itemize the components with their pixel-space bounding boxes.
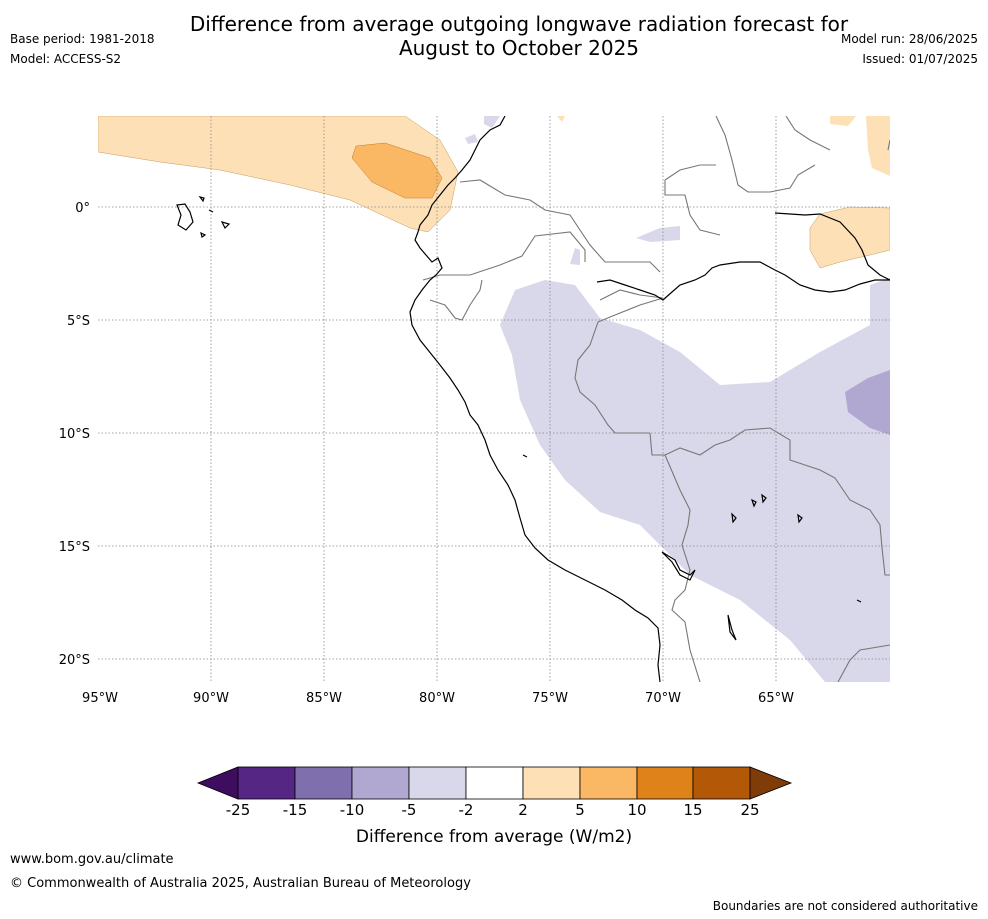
colorbar-bin xyxy=(636,766,694,800)
colorbar-bin xyxy=(522,766,581,800)
model-name: Model: ACCESS-S2 xyxy=(10,52,122,66)
anomaly-area-neg-patch-2 xyxy=(570,248,580,265)
map-panel xyxy=(98,116,890,682)
colorbar-bin xyxy=(408,766,467,800)
lat-labels: 0° 5°S 10°S 15°S 20°S xyxy=(59,201,90,668)
website-link[interactable]: www.bom.gov.au/climate xyxy=(10,852,174,867)
lon-labels: 95°W 90°W 85°W 80°W 75°W 70°W 65°W xyxy=(82,691,794,706)
anomaly-area-neg-2-5-amazon xyxy=(500,278,890,682)
lon-label-75w: 75°W xyxy=(532,691,568,706)
colorbar-bin xyxy=(465,766,524,800)
coastlines xyxy=(176,116,890,682)
colorbar-bin xyxy=(237,766,296,800)
colorbar-tick: -25 xyxy=(225,801,251,819)
colorbar-bin xyxy=(692,766,751,800)
colorbar-extend-low xyxy=(196,766,239,800)
anomaly-area-pos-northeast-corner xyxy=(866,116,890,176)
lon-label-85w: 85°W xyxy=(306,691,342,706)
colorbar-tick: -15 xyxy=(282,801,308,819)
meta-left: Base period: 1981-2018 Model: ACCESS-S2 xyxy=(10,32,155,72)
anomaly-area-pos-northeast-top xyxy=(830,116,856,126)
colorbar-tick: 10 xyxy=(627,801,647,819)
country-borders xyxy=(422,116,890,682)
anomaly-area-neg-patch-3 xyxy=(465,134,478,144)
anomaly-area-pos-5-10-core xyxy=(351,142,443,199)
colorbar xyxy=(196,766,793,800)
lon-label-80w: 80°W xyxy=(419,691,455,706)
colorbar-bin xyxy=(294,766,353,800)
lon-label-70w: 70°W xyxy=(645,691,681,706)
title-line-1: Difference from average outgoing longwav… xyxy=(189,12,849,36)
colorbar-tick: -10 xyxy=(339,801,365,819)
issued-date: Issued: 01/07/2025 xyxy=(862,52,978,66)
anomaly-area-pos-brazil xyxy=(809,206,890,269)
colorbar-tick: -5 xyxy=(401,801,417,819)
meta-right: Model run: 28/06/2025 Issued: 01/07/2025 xyxy=(841,32,978,72)
anomaly-area-neg-patch-1 xyxy=(636,226,680,242)
disclaimer-text: Boundaries are not considered authoritat… xyxy=(712,899,978,913)
anomaly-area-neg-5-10-brazil xyxy=(845,370,890,435)
title-line-2: August to October 2025 xyxy=(398,36,640,60)
lon-label-65w: 65°W xyxy=(758,691,794,706)
lat-label-0: 0° xyxy=(75,201,90,216)
colorbar-tick: 2 xyxy=(518,801,528,819)
lat-label-5s: 5°S xyxy=(67,314,90,329)
model-run: Model run: 28/06/2025 xyxy=(840,32,978,46)
lon-label-90w: 90°W xyxy=(193,691,229,706)
map-gridlines xyxy=(98,116,890,682)
anomaly-area-neg-patch-4 xyxy=(484,116,500,128)
colorbar-label: Difference from average (W/m2) xyxy=(355,827,633,847)
colorbar-tick: 5 xyxy=(575,801,585,819)
lat-label-15s: 15°S xyxy=(59,540,90,555)
lat-label-20s: 20°S xyxy=(59,653,90,668)
colorbar-bin xyxy=(351,766,410,800)
lat-label-10s: 10°S xyxy=(59,427,90,442)
colorbar-tick: 25 xyxy=(740,801,760,819)
base-period: Base period: 1981-2018 xyxy=(10,32,155,46)
colorbar-tick: -2 xyxy=(458,801,474,819)
copyright-text: © Commonwealth of Australia 2025, Austra… xyxy=(10,876,471,891)
colorbar-bin xyxy=(579,766,638,800)
chart-title: Difference from average outgoing longwav… xyxy=(0,12,988,60)
anomaly-area-pos-small-north xyxy=(557,116,565,122)
lon-label-95w: 95°W xyxy=(82,691,118,706)
colorbar-tick: 15 xyxy=(683,801,703,819)
colorbar-extend-high xyxy=(749,766,793,800)
